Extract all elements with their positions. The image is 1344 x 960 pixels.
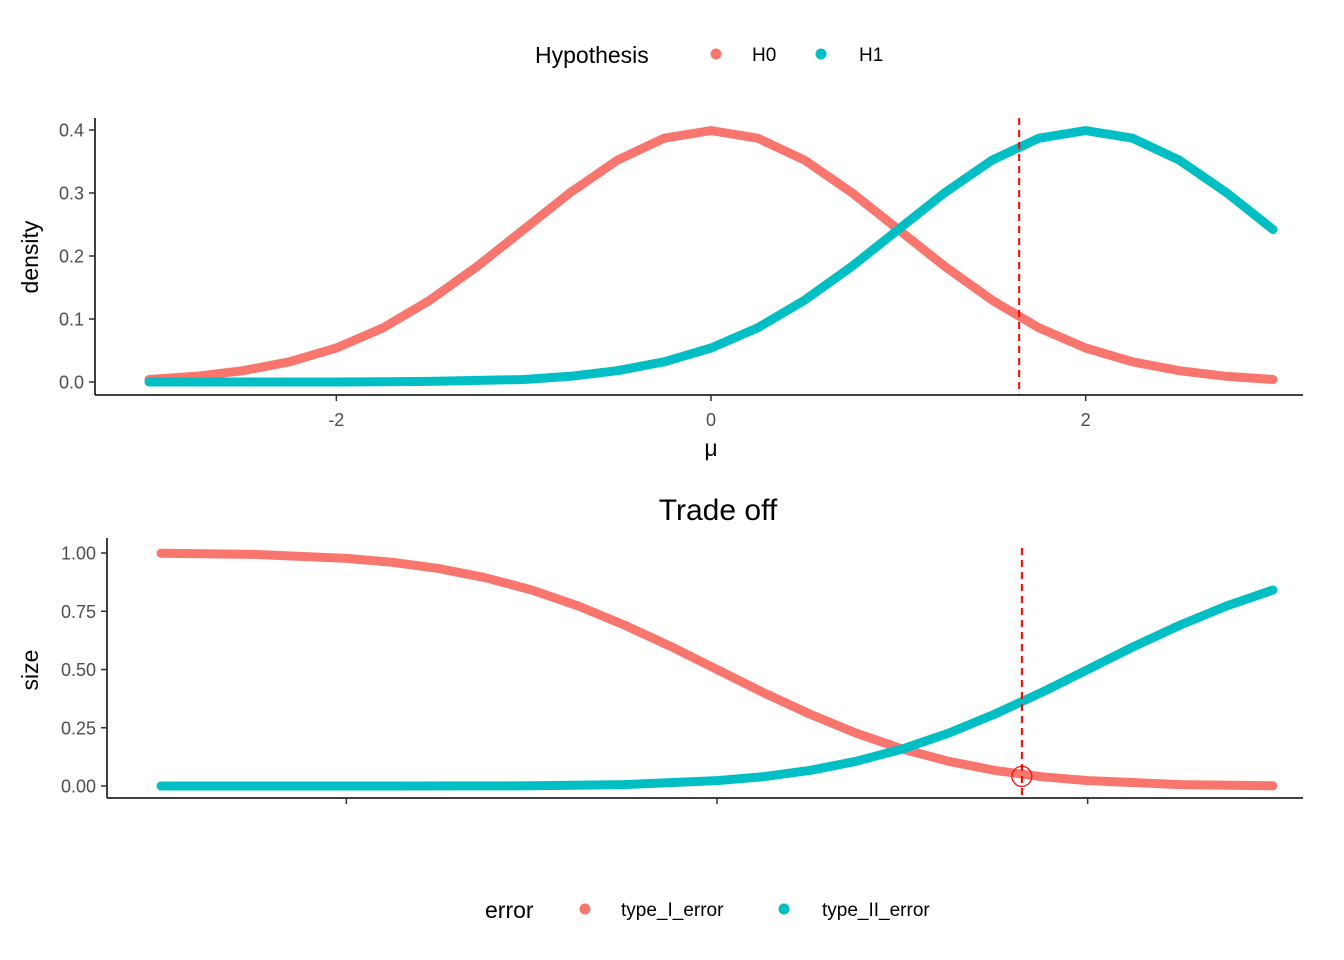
tradeoff-panel: Trade off 0.00 0.25 0.50 0.75 1.00 size [17,494,1303,804]
legend-label-type-i-error: type_I_error [621,900,724,921]
legend-title-error: error [485,897,534,923]
legend-label-h1: H1 [859,45,883,66]
legend-key-type-ii-error [778,903,790,915]
y-tick-label: 0.50 [61,660,96,680]
series-line-h0 [144,126,1278,384]
x-tick-label: -2 [328,410,344,430]
plot-title-trade-off: Trade off [659,494,778,527]
y-tick-label: 0.4 [59,121,84,141]
y-tick-label: 0.25 [61,718,96,738]
legend-title-hypothesis: Hypothesis [535,42,649,68]
series-line-type-i-error [156,548,1278,791]
y-tick-label: 0.3 [59,184,84,204]
series-line-type-ii-error [156,585,1278,791]
y-axis-title-density: density [17,220,43,293]
x-tick-label: 2 [1081,410,1091,430]
legend-key-h1 [815,48,827,60]
y-tick-label: 1.00 [61,544,96,564]
y-tick-label: 0.0 [59,373,84,393]
y-tick-label: 0.2 [59,247,84,267]
x-axis-title-mu: μ [704,435,717,461]
legend-label-type-ii-error: type_II_error [822,900,930,921]
alpha-marker [1011,765,1033,787]
y-tick-label: 0.75 [61,602,96,622]
y-tick-label: 0.1 [59,310,84,330]
y-tick-label: 0.00 [61,777,96,797]
legend-key-h0 [710,48,722,60]
legend-hypothesis: Hypothesis H0 H1 [535,42,883,68]
series-line-h1 [144,126,1278,387]
x-tick-label: 0 [706,410,716,430]
legend-error: error type_I_error type_II_error [485,897,930,923]
legend-key-type-i-error [579,903,591,915]
y-axis-title-size: size [17,650,43,691]
density-panel: 0.0 0.1 0.2 0.3 0.4 -2 0 2 density μ [17,118,1303,461]
legend-label-h0: H0 [752,45,776,66]
